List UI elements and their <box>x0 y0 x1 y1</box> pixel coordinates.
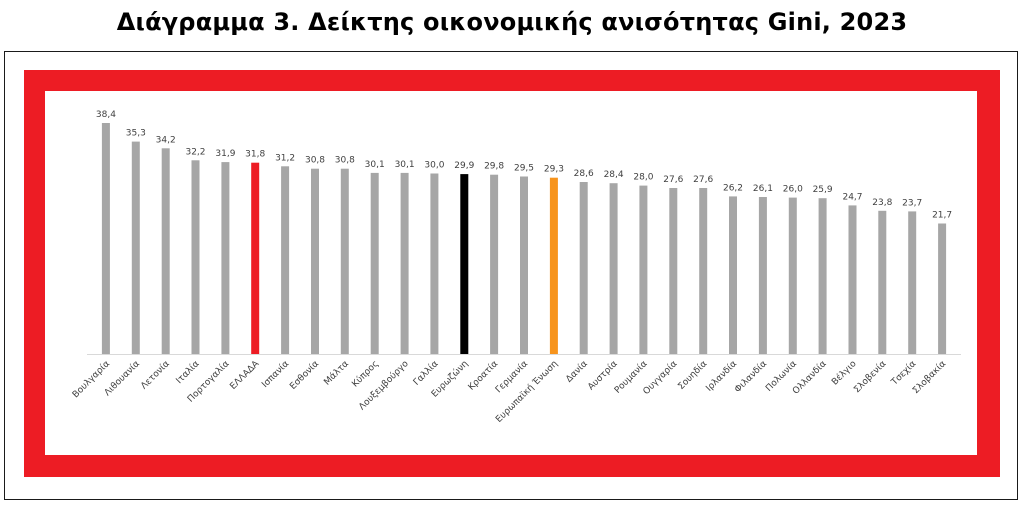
category-label-6: Ισπανία <box>260 359 291 390</box>
bar-17 <box>609 183 618 354</box>
chart-title: Διάγραμμα 3. Δείκτης οικονομικής ανισότη… <box>116 8 908 36</box>
category-label-22: Φιλανδία <box>733 359 769 395</box>
value-label-26: 23,8 <box>872 198 892 208</box>
bar-12 <box>460 174 469 354</box>
bar-20 <box>699 188 708 354</box>
value-label-19: 27,6 <box>663 175 683 185</box>
bar-10 <box>400 172 409 354</box>
value-label-15: 29,3 <box>544 165 564 175</box>
bar-5 <box>251 162 260 354</box>
bar-3 <box>191 160 200 354</box>
category-label-27: Τσεχία <box>889 359 918 388</box>
value-label-4: 31,9 <box>215 149 235 159</box>
bar-25 <box>848 205 857 354</box>
value-label-6: 31,2 <box>275 153 295 163</box>
value-label-16: 28,6 <box>574 169 594 179</box>
bar-28 <box>938 223 947 354</box>
value-label-8: 30,8 <box>335 156 355 166</box>
category-label-3: Ιταλία <box>175 359 202 386</box>
value-label-7: 30,8 <box>305 156 325 166</box>
value-label-17: 28,4 <box>604 170 624 180</box>
value-label-14: 29,5 <box>514 164 534 174</box>
bar-21 <box>729 196 737 354</box>
bar-7 <box>311 168 319 354</box>
value-label-28: 21,7 <box>932 211 952 221</box>
bar-8 <box>340 168 349 354</box>
value-label-23: 26,0 <box>783 185 803 195</box>
bar-14 <box>520 176 528 354</box>
bar-24 <box>818 198 827 354</box>
category-label-26: Σλοβενία <box>852 359 888 395</box>
bar-1 <box>131 141 140 354</box>
bar-9 <box>370 172 379 354</box>
bar-13 <box>490 174 499 354</box>
bar-15 <box>549 177 558 354</box>
value-label-12: 29,9 <box>454 161 474 171</box>
value-label-27: 23,7 <box>902 198 922 208</box>
value-label-0: 38,4 <box>96 110 116 120</box>
bar-2 <box>161 148 170 354</box>
category-label-25: Βέλγιο <box>829 358 859 388</box>
bar-19 <box>669 188 678 354</box>
value-label-25: 24,7 <box>842 192 862 202</box>
value-label-9: 30,1 <box>365 160 385 170</box>
bar-27 <box>908 211 917 354</box>
category-label-11: Γαλλία <box>412 359 441 388</box>
value-label-10: 30,1 <box>395 160 415 170</box>
bar-11 <box>430 173 439 354</box>
value-label-20: 27,6 <box>693 175 713 185</box>
bar-18 <box>639 185 648 354</box>
value-label-2: 34,2 <box>156 135 176 145</box>
value-label-18: 28,0 <box>633 173 653 183</box>
category-label-5: ΕΛΛΑΔΑ <box>228 358 261 391</box>
value-label-13: 29,8 <box>484 162 504 172</box>
category-label-2: Λετονία <box>139 359 172 392</box>
value-label-24: 25,9 <box>813 185 833 195</box>
bar-6 <box>281 166 290 354</box>
category-label-7: Εσθονία <box>288 359 321 392</box>
category-label-16: Δανία <box>564 359 590 385</box>
value-label-22: 26,1 <box>753 184 773 194</box>
value-label-1: 35,3 <box>126 129 146 139</box>
category-label-8: Μάλτα <box>322 359 351 388</box>
bar-16 <box>579 182 588 354</box>
category-label-9: Κύπρος <box>350 358 381 389</box>
category-label-10: Λουξεμβούργο <box>357 358 411 412</box>
value-label-5: 31,8 <box>245 150 265 160</box>
bar-23 <box>788 197 797 354</box>
bar-26 <box>878 210 887 354</box>
value-labels-group: 38,4 35,3 34,2 32,2 31,9 31,8 31,2 30,8 30,8 30,1… <box>96 110 952 221</box>
gini-bar-chart: 38,4 35,3 34,2 32,2 31,9 31,8 31,2 30,8 30,8 30,1… <box>71 110 961 425</box>
bars-group <box>101 123 947 354</box>
value-label-21: 26,2 <box>723 183 743 193</box>
bar-0 <box>101 123 110 354</box>
bar-4 <box>221 162 230 354</box>
value-label-3: 32,2 <box>185 147 205 157</box>
bar-22 <box>758 197 767 354</box>
value-label-11: 30,0 <box>424 161 444 171</box>
plot-panel: 38,4 35,3 34,2 32,2 31,9 31,8 31,2 30,8 30,8 30,1… <box>45 91 977 455</box>
